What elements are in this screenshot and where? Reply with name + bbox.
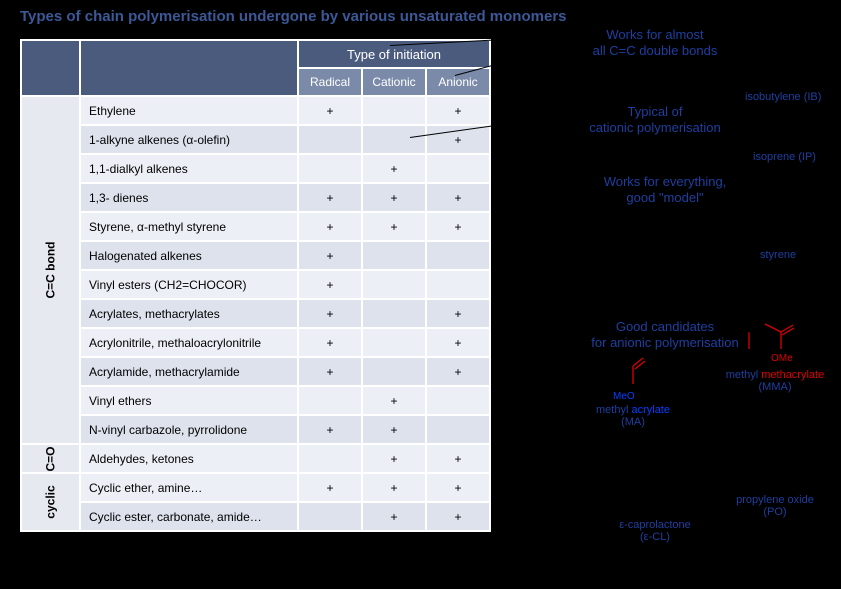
page-title: Types of chain polymerisation undergone … [0, 0, 841, 29]
isoprene-label: isoprene (IP) [753, 151, 816, 163]
table-row: C=C bondEthylene++ [22, 97, 489, 124]
cell: + [299, 184, 361, 211]
cell: + [299, 97, 361, 124]
table-row: Halogenated alkenes+ [22, 242, 489, 269]
table-row: Vinyl esters (CH2=CHOCOR)+ [22, 271, 489, 298]
monomer-name: Vinyl ethers [81, 387, 297, 414]
cell: + [363, 445, 425, 472]
table-row: C=OAldehydes, ketones++ [22, 445, 489, 472]
group-label: C=O [22, 445, 79, 472]
table-row: Acrylamide, methacrylamide++ [22, 358, 489, 385]
annot-model: Works for everything,good "model" [580, 174, 750, 205]
polymerisation-table: Type of initiationRadicalCationicAnionic… [20, 39, 491, 532]
styrene-label: styrene [760, 249, 796, 261]
svg-text:O: O [759, 461, 766, 471]
cell: + [299, 474, 361, 501]
table-row: Acrylates, methacrylates++ [22, 300, 489, 327]
cell [299, 155, 361, 182]
table-row: cyclicCyclic ether, amine…+++ [22, 474, 489, 501]
ma-icon: MeO [595, 354, 665, 409]
ecl-label: ε-caprolactone(ε-CL) [610, 519, 700, 543]
isobutylene-icon [760, 59, 810, 95]
cell [363, 242, 425, 269]
cell [299, 445, 361, 472]
isoprene-icon [760, 117, 818, 153]
ma-label: methyl acrylate(MA) [588, 404, 678, 428]
brace-model-icon: } [560, 149, 571, 223]
monomer-name: Acrylonitrile, methaloacrylonitrile [81, 329, 297, 356]
cell [363, 271, 425, 298]
cell [363, 126, 425, 153]
po-label: propylene oxide(PO) [725, 494, 825, 518]
mma-label: methyl methacrylate(MMA) [715, 369, 835, 393]
table-row: 1-alkyne alkenes (α-olefin)+ [22, 126, 489, 153]
monomer-name: Aldehydes, ketones [81, 445, 297, 472]
cell: + [299, 416, 361, 443]
line-radical2-icon [455, 45, 566, 76]
monomer-name: Halogenated alkenes [81, 242, 297, 269]
cell [363, 329, 425, 356]
annot-radical: Works for almostall C=C double bonds [570, 27, 740, 58]
mma-icon: OMe [725, 309, 805, 369]
table-row: Styrene, α-methyl styrene+++ [22, 213, 489, 240]
isobutylene-label: isobutylene (IB) [745, 91, 821, 103]
table-row: Acrylonitrile, methaloacrylonitrile++ [22, 329, 489, 356]
monomer-name: Acrylamide, methacrylamide [81, 358, 297, 385]
cell: + [299, 358, 361, 385]
ome-label: MeO [613, 391, 635, 402]
table-row: Cyclic ester, carbonate, amide…++ [22, 503, 489, 530]
monomer-name: Acrylates, methacrylates [81, 300, 297, 327]
col-header: Cationic [363, 69, 425, 95]
annot-cationic: Typical ofcationic polymerisation [570, 104, 740, 135]
cell [299, 387, 361, 414]
cell [363, 300, 425, 327]
table-row: Vinyl ethers + [22, 387, 489, 414]
cell: + [299, 242, 361, 269]
po-icon: O [745, 459, 791, 495]
table-row: N-vinyl carbazole, pyrrolidone++ [22, 416, 489, 443]
monomer-name: Styrene, α-methyl styrene [81, 213, 297, 240]
monomer-name: 1,3- dienes [81, 184, 297, 211]
table: Type of initiationRadicalCationicAnionic… [20, 39, 491, 532]
cell: + [363, 387, 425, 414]
side-panel: Works for almostall C=C double bonds Typ… [470, 29, 830, 589]
monomer-name: Ethylene [81, 97, 297, 124]
table-row: 1,1-dialkyl alkenes + [22, 155, 489, 182]
ome2-label: OMe [771, 353, 793, 364]
cell: + [363, 503, 425, 530]
cell: + [363, 416, 425, 443]
cell: + [363, 184, 425, 211]
table-row: 1,3- dienes+++ [22, 184, 489, 211]
monomer-name: Vinyl esters (CH2=CHOCOR) [81, 271, 297, 298]
monomer-name: 1,1-dialkyl alkenes [81, 155, 297, 182]
cell: + [299, 329, 361, 356]
cell: + [363, 155, 425, 182]
cell [299, 126, 361, 153]
monomer-name: 1-alkyne alkenes (α-olefin) [81, 126, 297, 153]
monomer-name: Cyclic ester, carbonate, amide… [81, 503, 297, 530]
group-label: cyclic [22, 474, 79, 530]
cell: + [299, 300, 361, 327]
cell: + [363, 474, 425, 501]
cell [363, 97, 425, 124]
cell: + [299, 213, 361, 240]
brace-anionic-icon: } [572, 249, 596, 410]
col-header: Radical [299, 69, 361, 95]
styrene-icon [750, 189, 806, 249]
svg-text:O: O [666, 475, 673, 485]
cell [363, 358, 425, 385]
monomer-name: Cyclic ether, amine… [81, 474, 297, 501]
brace-cyclic-icon: } [560, 444, 571, 518]
group-label: C=C bond [22, 97, 79, 443]
cell: + [299, 271, 361, 298]
ecl-icon: O [625, 459, 685, 517]
cell [299, 503, 361, 530]
monomer-name: N-vinyl carbazole, pyrrolidone [81, 416, 297, 443]
cell: + [363, 213, 425, 240]
